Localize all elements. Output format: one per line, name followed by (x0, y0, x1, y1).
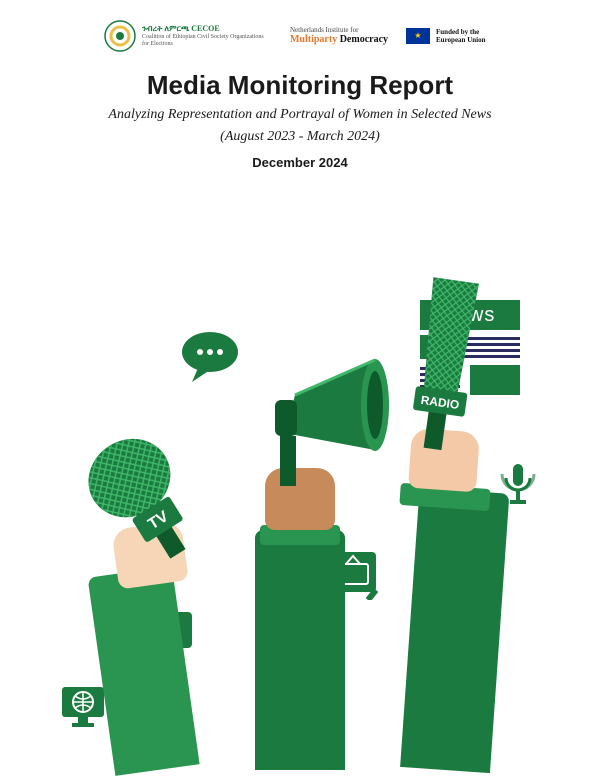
report-subtitle: Analyzing Representation and Portrayal o… (30, 107, 570, 123)
nimd-name-a: Multiparty (290, 34, 337, 45)
tv-microphone-icon: TV (30, 385, 250, 605)
cover-illustration: news (0, 290, 600, 770)
radio-microphone-icon: RADIO (379, 253, 516, 466)
partner-logos-row: ንብረት ለምርጫ CECOE Coalition of Ethiopian C… (0, 0, 600, 52)
report-period: (August 2023 - March 2024) (30, 129, 570, 145)
cecoe-name: ንብረት ለምርጫ CECOE (142, 24, 272, 34)
nimd-pre: Netherlands Institute for (290, 26, 358, 34)
nimd-name-b: Democracy (340, 34, 388, 45)
arm-center (255, 530, 345, 770)
cecoe-emblem-icon (104, 20, 136, 52)
eu-logo: ★ Funded by the European Union (406, 28, 496, 45)
cecoe-logo: ንብረት ለምርጫ CECOE Coalition of Ethiopian C… (104, 20, 272, 52)
eu-label: Funded by the European Union (436, 28, 496, 45)
title-block: Media Monitoring Report Analyzing Repres… (0, 70, 600, 170)
report-date: December 2024 (30, 155, 570, 170)
web-monitor-icon (60, 685, 106, 729)
cecoe-sub: Coalition of Ethiopian Civil Society Org… (142, 34, 272, 48)
megaphone-icon (225, 340, 405, 490)
arm-right (400, 488, 509, 774)
eu-flag-icon: ★ (406, 28, 430, 44)
arm-left (88, 566, 200, 776)
nimd-logo: Netherlands Institute for Multiparty Dem… (290, 26, 388, 46)
report-title: Media Monitoring Report (30, 70, 570, 101)
